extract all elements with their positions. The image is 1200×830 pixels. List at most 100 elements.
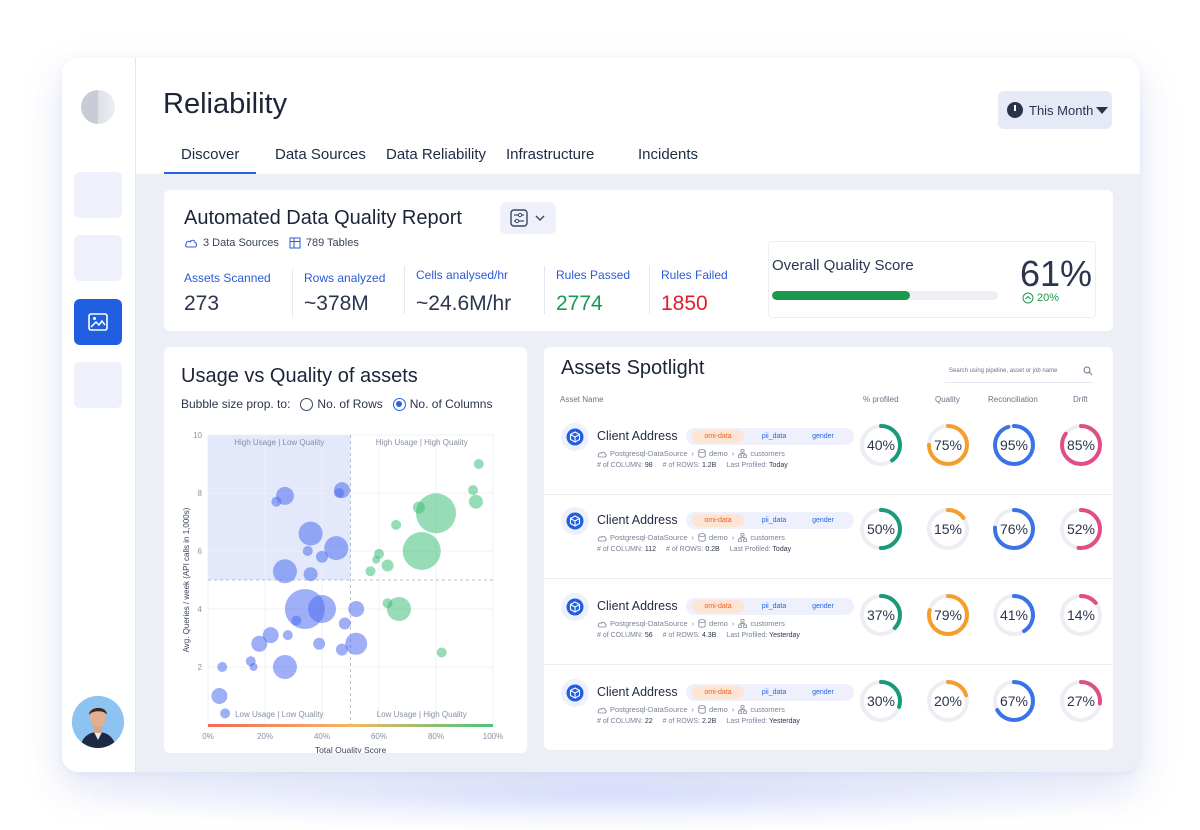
ring-value: 20% <box>933 693 963 709</box>
asset-source: Postgresql-DataSource <box>610 705 688 714</box>
profiled-label: Last Profiled: <box>726 462 768 469</box>
table-row[interactable]: Client Address omi-data pii_data gender Post… <box>544 665 1113 751</box>
ring-drift: 52% <box>1058 506 1104 552</box>
tag-chip[interactable]: omi-data <box>692 600 744 613</box>
cube-icon <box>561 679 589 707</box>
radio-columns-label[interactable]: No. of Columns <box>409 397 493 411</box>
metric-value: 2774 <box>556 292 603 315</box>
spotlight-search-input[interactable]: Search using pipeline, asset or job name <box>945 360 1093 383</box>
bubble <box>391 519 402 530</box>
radio-rows-label[interactable]: No. of Rows <box>317 397 383 411</box>
bubble <box>262 627 279 644</box>
metric-label: Rows analyzed <box>304 271 386 285</box>
score-delta: 20% <box>1022 292 1059 304</box>
metric-label: Rules Passed <box>556 268 631 282</box>
asset-db: demo <box>709 705 728 714</box>
clock-icon <box>1007 102 1023 118</box>
asset-source: Postgresql-DataSource <box>610 533 688 542</box>
asset-name[interactable]: Client Address <box>597 513 678 527</box>
quality-report-card: Automated Data Quality Report 3 Data Sou… <box>164 190 1113 331</box>
period-dropdown[interactable]: This Month <box>998 91 1112 129</box>
last-profiled: Yesterday <box>769 718 800 725</box>
asset-name[interactable]: Client Address <box>597 685 678 699</box>
x-tick-label: 20% <box>257 732 273 741</box>
metric-value: ~24.6M/hr <box>416 292 512 315</box>
bubble <box>220 708 231 719</box>
image-icon <box>88 313 108 331</box>
x-tick-label: 0% <box>202 732 214 741</box>
rows-label: # of ROWS: <box>662 462 700 469</box>
bubble <box>348 601 365 617</box>
tag-chip[interactable]: gender <box>812 603 834 610</box>
sliders-icon <box>510 209 545 227</box>
bubble <box>436 647 447 658</box>
sidebar-item-1[interactable] <box>74 172 122 218</box>
user-avatar[interactable] <box>72 696 124 748</box>
tag-chip[interactable]: gender <box>812 517 834 524</box>
arrow-up-circle-icon <box>1022 292 1034 304</box>
bubble <box>272 655 297 679</box>
tables-count: 789 Tables <box>305 237 359 249</box>
ring-profiled: 30% <box>858 678 904 724</box>
rows-count: 4.3B <box>701 632 717 639</box>
tab-data-reliability[interactable]: Data Reliability <box>386 146 487 163</box>
ring-quality: 79% <box>925 592 971 638</box>
sidebar-item-reports[interactable] <box>74 299 122 345</box>
tag-chip[interactable]: gender <box>812 689 834 696</box>
ring-reconciliation: 95% <box>991 422 1037 468</box>
tag-chip[interactable]: pii_data <box>761 433 787 440</box>
ring-value: 95% <box>999 437 1029 453</box>
cloud-icon <box>597 707 607 713</box>
database-icon <box>698 705 706 714</box>
table-row[interactable]: Client Address omi-data pii_data gender Post… <box>544 409 1113 495</box>
metric-rules-failed: Rules Failed 1850 <box>649 266 728 316</box>
bubble-size-label: Bubble size prop. to: <box>181 397 291 411</box>
table-row[interactable]: Client Address omi-data pii_data gender Post… <box>544 579 1113 665</box>
tab-discover[interactable]: Discover <box>163 146 257 174</box>
asset-name[interactable]: Client Address <box>597 599 678 613</box>
hierarchy-icon <box>738 533 748 542</box>
ring-value: 76% <box>999 521 1029 537</box>
database-icon <box>698 449 706 458</box>
columns-label: # of COLUMN: <box>597 546 643 553</box>
radio-columns[interactable] <box>392 397 406 411</box>
asset-name[interactable]: Client Address <box>597 429 678 443</box>
bubble <box>316 550 328 563</box>
metric-label: Cells analysed/hr <box>416 268 509 282</box>
ring-drift: 14% <box>1058 592 1104 638</box>
tag-chip[interactable]: pii_data <box>761 517 787 524</box>
columns-count: 98 <box>644 462 653 469</box>
tag-list: omi-data pii_data gender <box>686 512 854 529</box>
tag-chip[interactable]: pii_data <box>761 603 787 610</box>
quadrant-label: Low Usage | High Quality <box>377 710 467 719</box>
metric-value: ~378M <box>304 292 369 315</box>
tab-incidents[interactable]: Incidents <box>638 146 699 163</box>
tab-infrastructure[interactable]: Infrastructure <box>506 146 595 163</box>
columns-count: 22 <box>644 718 653 725</box>
metric-cells-analysed: Cells analysed/hr ~24.6M/hr <box>404 266 512 316</box>
usage-title: Usage vs Quality of assets <box>181 365 418 387</box>
tab-data-sources[interactable]: Data Sources <box>275 146 366 163</box>
sidebar-item-4[interactable] <box>74 362 122 408</box>
quadrant-label: Low Usage | Low Quality <box>235 710 323 719</box>
tag-chip[interactable]: omi-data <box>692 686 744 699</box>
ring-value: 79% <box>933 607 963 623</box>
tag-chip[interactable]: gender <box>812 433 834 440</box>
x-tick-label: 80% <box>428 732 444 741</box>
profiled-label: Last Profiled: <box>726 718 768 725</box>
bubble <box>271 496 282 507</box>
x-tick-label: 40% <box>314 732 330 741</box>
radio-rows[interactable] <box>300 397 314 411</box>
metric-rows-analyzed: Rows analyzed ~378M <box>292 269 386 317</box>
tag-chip[interactable]: omi-data <box>692 430 744 443</box>
tag-list: omi-data pii_data gender <box>686 598 854 615</box>
rows-label: # of ROWS: <box>666 546 704 553</box>
report-filter-button[interactable] <box>500 202 556 234</box>
table-row[interactable]: Client Address omi-data pii_data gender Post… <box>544 493 1113 579</box>
sidebar-item-2[interactable] <box>74 235 122 281</box>
tag-chip[interactable]: pii_data <box>761 689 787 696</box>
profiled-label: Last Profiled: <box>729 546 771 553</box>
ring-value: 50% <box>866 521 896 537</box>
tag-chip[interactable]: omi-data <box>692 514 744 527</box>
ring-value: 41% <box>999 607 1029 623</box>
